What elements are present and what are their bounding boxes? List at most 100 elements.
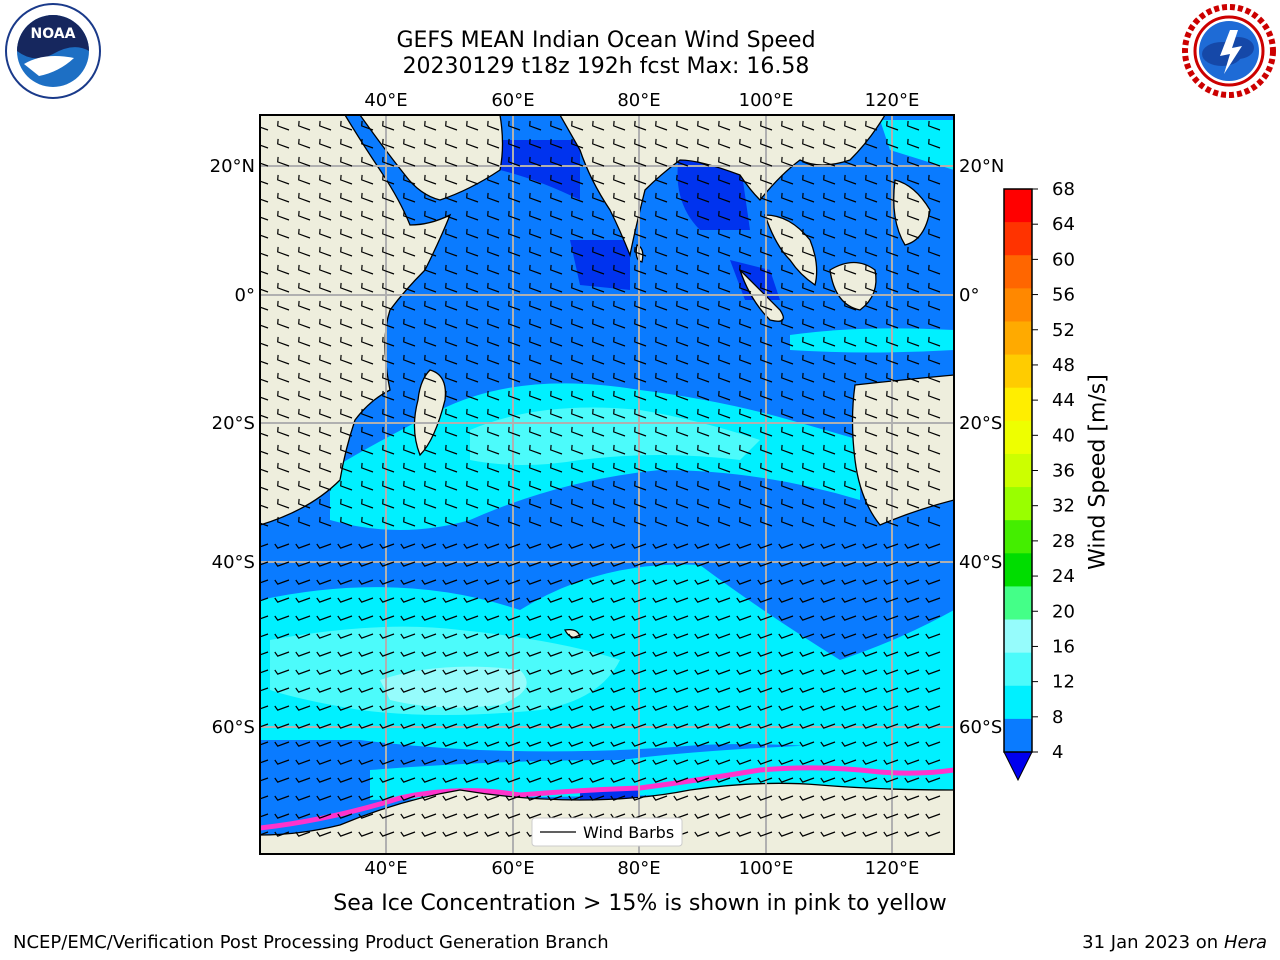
wind-barb <box>802 354 815 365</box>
wind-barb <box>673 651 689 657</box>
wind-barb <box>883 723 899 729</box>
wind-barb <box>697 336 710 347</box>
wind-barb <box>400 795 416 801</box>
wind-barb <box>508 228 521 239</box>
wind-barb <box>781 318 794 329</box>
wind-barb <box>862 579 878 585</box>
wind-barb <box>802 156 815 167</box>
wind-barb <box>676 354 689 365</box>
wind-barb <box>799 543 815 549</box>
wind-barb <box>865 228 878 239</box>
wind-barb <box>697 462 710 473</box>
wind-barb <box>652 705 668 711</box>
wind-barb <box>547 741 563 747</box>
wind-barb <box>260 396 269 401</box>
wind-barb <box>466 282 479 293</box>
wind-barb <box>358 597 374 603</box>
wind-barb <box>757 579 773 585</box>
wind-barb <box>487 246 500 257</box>
wind-barb <box>529 318 542 329</box>
wind-barb <box>844 210 857 221</box>
wind-barb <box>823 300 836 311</box>
wind-barb <box>505 543 521 549</box>
wind-barb <box>823 336 836 347</box>
footer-date: 31 Jan 2023 on Hera <box>1082 932 1267 953</box>
wind-barb <box>736 669 752 675</box>
wind-barb <box>421 561 437 567</box>
wind-barb <box>715 795 731 801</box>
wind-barb <box>277 408 290 419</box>
wind-barb <box>260 288 269 293</box>
wind-barb <box>487 390 500 401</box>
wind-barb <box>529 120 542 131</box>
wind-barb <box>802 120 815 131</box>
wind-barb <box>403 336 416 347</box>
wind-barb <box>403 174 416 185</box>
wind-barb <box>298 408 311 419</box>
wind-barb <box>904 561 920 567</box>
wind-barb <box>715 831 731 837</box>
colorbar-swatch <box>1004 652 1032 687</box>
wind-barb <box>655 318 668 329</box>
wind-barb <box>298 516 311 527</box>
wind-barb <box>463 597 479 603</box>
wind-barb <box>568 579 584 585</box>
wind-barb <box>865 390 878 401</box>
wind-barb <box>592 210 605 221</box>
wind-barb <box>694 795 710 801</box>
wind-barb <box>718 300 731 311</box>
wind-barb <box>823 228 836 239</box>
wind-barb <box>739 462 752 473</box>
wind-barb <box>634 390 647 401</box>
wind-barb <box>634 462 647 473</box>
wind-barb <box>421 579 437 585</box>
wind-barb <box>382 318 395 329</box>
wind-barb <box>781 390 794 401</box>
wind-barb <box>316 795 332 801</box>
wind-barb <box>781 192 794 203</box>
wind-barb <box>277 516 290 527</box>
wind-barb <box>883 615 899 621</box>
wind-barb <box>883 687 899 693</box>
wind-barb <box>340 228 353 239</box>
wind-barb <box>844 390 857 401</box>
wind-barb <box>526 723 542 729</box>
wind-barb <box>340 372 353 383</box>
wind-barb <box>697 282 710 293</box>
wind-barb <box>445 372 458 383</box>
wind-barb <box>736 561 752 567</box>
wind-barb <box>907 390 920 401</box>
wind-barb <box>403 390 416 401</box>
wind-barb <box>508 120 521 131</box>
wind-barb <box>260 504 269 509</box>
wind-barb <box>487 192 500 203</box>
wind-barb <box>319 516 332 527</box>
wind-barb <box>925 615 941 621</box>
wind-barb <box>361 426 374 437</box>
wind-barb <box>337 561 353 567</box>
wind-barb <box>260 126 269 131</box>
wind-barb <box>421 831 437 837</box>
wind-barb <box>697 516 710 527</box>
wind-barb <box>631 579 647 585</box>
wind-barb <box>445 174 458 185</box>
wind-barb <box>508 318 521 329</box>
wind-barb <box>676 246 689 257</box>
wind-barb <box>928 138 941 149</box>
wind-barb <box>673 669 689 675</box>
wind-barb <box>589 633 605 639</box>
wind-barb <box>589 561 605 567</box>
wind-barb <box>613 426 626 437</box>
wind-barb <box>421 633 437 639</box>
wind-barb <box>274 723 290 729</box>
wind-barb <box>652 615 668 621</box>
wind-barb <box>718 210 731 221</box>
wind-barb <box>883 705 899 711</box>
wind-barb <box>424 228 437 239</box>
wind-barb <box>925 759 941 765</box>
wind-barb <box>844 120 857 131</box>
wind-barb <box>652 777 668 783</box>
wind-barb <box>862 705 878 711</box>
wind-barb <box>799 597 815 603</box>
wind-barb <box>760 390 773 401</box>
